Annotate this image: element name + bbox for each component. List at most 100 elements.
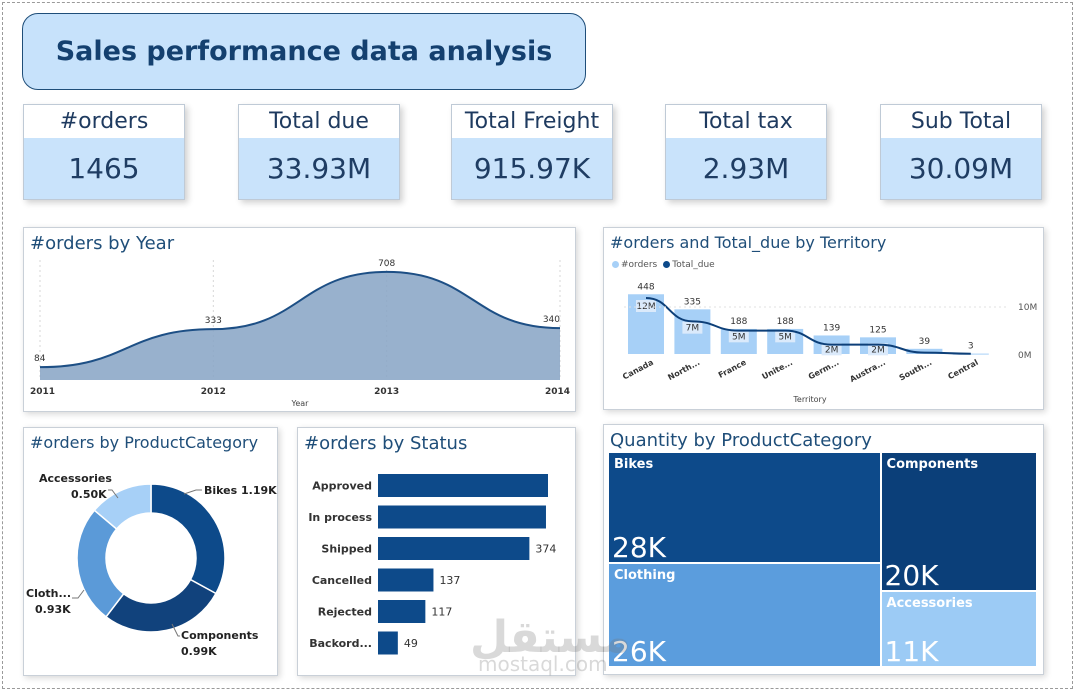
line-label: 2M bbox=[825, 345, 839, 355]
y-tick-label: Cancelled bbox=[312, 574, 372, 587]
legend-item-orders[interactable]: #orders bbox=[612, 260, 657, 270]
line-label-bg bbox=[868, 343, 888, 356]
donut-slice bbox=[105, 578, 217, 633]
line-label-bg bbox=[636, 300, 656, 312]
treemap-cell-value: 20K bbox=[884, 558, 939, 592]
treemap: Bikes 28K Clothing 26K Components 20K Accessor… bbox=[609, 453, 1038, 668]
leader-line bbox=[171, 623, 180, 637]
dashboard-title-box: Sales performance data analysis bbox=[22, 13, 586, 90]
y2-tick-label: 10M bbox=[1018, 303, 1037, 313]
kpi-card-total-freight[interactable]: Total Freight 915.97K bbox=[451, 104, 613, 200]
y-tick-label: In process bbox=[308, 511, 372, 524]
bar-label: 137 bbox=[439, 574, 460, 587]
chart-title: #orders and Total_due by Territory bbox=[610, 233, 887, 252]
line-label: 2M bbox=[871, 345, 885, 355]
orders-by-productcategory-chart: Bikes 1.19K Components 0.99K Cloth... 0.93K A… bbox=[26, 472, 277, 658]
x-axis-label: Territory bbox=[792, 395, 826, 404]
chart-legend: #orders Total_due bbox=[612, 260, 715, 270]
treemap-cell-label: Bikes bbox=[614, 457, 654, 472]
kpi-value: 2.93M bbox=[666, 138, 826, 199]
x-tick-label: Unite... bbox=[761, 358, 795, 382]
bar-label: 117 bbox=[431, 606, 452, 619]
bar-label: 448 bbox=[637, 282, 654, 292]
line-label-bg bbox=[821, 343, 842, 356]
bar-label: 49 bbox=[404, 637, 418, 650]
treemap-cell-label: Clothing bbox=[614, 568, 676, 584]
area-line bbox=[39, 270, 561, 369]
treemap-cell-bikes[interactable]: Bikes 28K bbox=[609, 453, 880, 565]
legend-item-total-due[interactable]: Total_due bbox=[663, 260, 715, 270]
chart-title: #orders by Status bbox=[304, 433, 468, 454]
kpi-card-orders[interactable]: #orders 1465 bbox=[23, 104, 185, 200]
y-tick-label: Backord... bbox=[309, 637, 372, 650]
kpi-value: 33.93M bbox=[239, 138, 399, 199]
orders-by-territory-card[interactable]: #orders and Total_due by Territory #orde… bbox=[603, 227, 1044, 410]
kpi-value: 30.09M bbox=[881, 138, 1041, 199]
treemap-cell-label: Accessories bbox=[886, 595, 973, 611]
line-label: 5M bbox=[778, 332, 792, 342]
kpi-value: 1465 bbox=[24, 138, 184, 199]
quantity-by-productcategory-card[interactable]: Quantity by ProductCategory Bikes 28K Clot… bbox=[603, 424, 1044, 675]
area-fill bbox=[40, 271, 560, 380]
kpi-card-sub-total[interactable]: Sub Total 30.09M bbox=[880, 104, 1042, 200]
total-due-line bbox=[645, 297, 971, 355]
kpi-card-total-tax[interactable]: Total tax 2.93M bbox=[665, 104, 827, 200]
x-tick-label: France bbox=[717, 358, 748, 380]
bar bbox=[906, 348, 943, 354]
bar-label: 188 bbox=[777, 317, 794, 327]
line-label: 7M bbox=[686, 324, 700, 334]
bar-label: 39 bbox=[919, 337, 931, 347]
x-tick-label: Central bbox=[946, 358, 980, 382]
treemap-cell-value: 28K bbox=[612, 531, 666, 565]
y-tick-label: Approved bbox=[312, 480, 372, 493]
line-label: 5M bbox=[732, 332, 746, 342]
x-tick-label: North... bbox=[666, 358, 701, 382]
y-tick-label: Rejected bbox=[318, 606, 372, 619]
orders-by-status-card[interactable]: #orders by Status Approved In process Ship… bbox=[297, 427, 576, 676]
bar bbox=[378, 631, 398, 655]
data-label: 340 bbox=[543, 315, 560, 325]
x-tick-label: Canada bbox=[621, 358, 655, 382]
page-title: Sales performance data analysis bbox=[55, 36, 553, 67]
chart-title: #orders by Year bbox=[30, 233, 175, 254]
slice-label: Cloth... bbox=[26, 587, 71, 600]
orders-by-status-chart: Approved In process Shipped 374 Cancelled 137… bbox=[308, 474, 556, 655]
kpi-label: Sub Total bbox=[881, 105, 1041, 138]
treemap-cell-label: Components bbox=[886, 457, 979, 472]
bar bbox=[378, 474, 548, 497]
y-tick-label: Shipped bbox=[321, 543, 372, 556]
treemap-cell-components[interactable]: Components 20K bbox=[881, 453, 1036, 592]
leader-line bbox=[183, 489, 202, 495]
bar bbox=[378, 600, 426, 623]
leader-line bbox=[72, 589, 85, 599]
slice-label: Components bbox=[181, 629, 259, 642]
kpi-card-total-due[interactable]: Total due 33.93M bbox=[238, 104, 400, 200]
x-tick-label: South... bbox=[898, 358, 934, 383]
orders-by-territory-chart: 44812MCanada3357MNorth...1885MFrance1885… bbox=[621, 282, 1037, 404]
x-axis-label: Year bbox=[291, 399, 310, 408]
bar bbox=[378, 568, 434, 592]
slice-label: Bikes 1.19K bbox=[204, 484, 277, 497]
x-tick-label: 2011 bbox=[30, 387, 55, 397]
x-tick-label: 2013 bbox=[374, 387, 399, 397]
line-label-bg bbox=[775, 330, 796, 343]
orders-by-year-card[interactable]: #orders by Year 84 333 708 340 2011 2012 2013 2… bbox=[23, 227, 576, 412]
data-label: 84 bbox=[34, 354, 46, 364]
y2-tick-label: 0M bbox=[1018, 351, 1032, 361]
leader-line bbox=[108, 489, 119, 499]
kpi-label: Total tax bbox=[666, 105, 826, 138]
donut-slice bbox=[93, 483, 152, 531]
kpi-label: Total due bbox=[239, 105, 399, 138]
x-tick-label: Austra... bbox=[848, 358, 887, 384]
kpi-label: Total Freight bbox=[452, 105, 612, 138]
treemap-cell-accessories[interactable]: Accessories 11K bbox=[881, 591, 1036, 668]
x-tick-label: 2014 bbox=[545, 387, 570, 397]
treemap-cell-clothing[interactable]: Clothing 26K bbox=[609, 564, 880, 668]
kpi-value: 915.97K bbox=[452, 138, 612, 199]
orders-by-productcategory-card[interactable]: #orders by ProductCategory Bikes 1.19K Co… bbox=[23, 427, 278, 676]
slice-label: 0.93K bbox=[35, 603, 71, 616]
bar-label: 335 bbox=[684, 297, 701, 307]
bar-label: 374 bbox=[535, 543, 556, 556]
line-label-bg bbox=[682, 321, 703, 334]
donut-slice bbox=[150, 483, 226, 595]
